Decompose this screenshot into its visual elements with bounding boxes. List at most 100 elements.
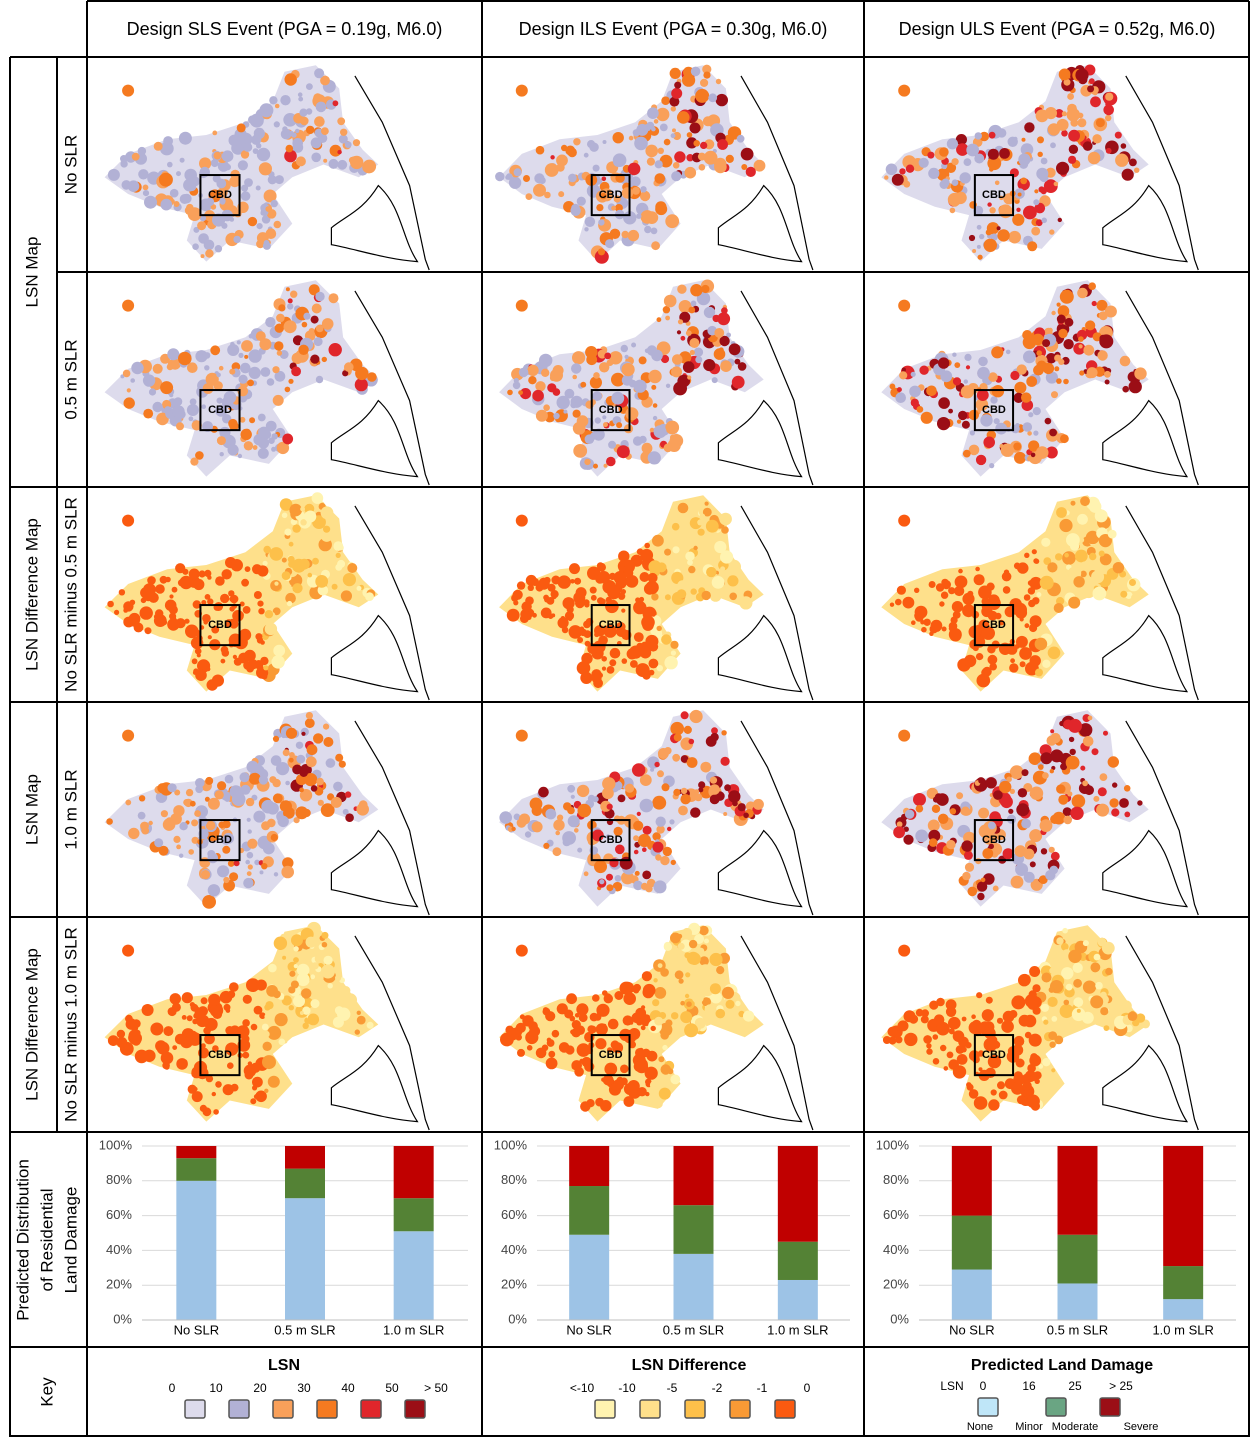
map-patch [1083,345,1094,356]
map-patch [260,870,264,874]
map-patch [276,314,285,323]
map-patch [1032,334,1044,346]
map-patch [637,127,644,134]
map-patch [276,638,284,646]
map-patch [316,376,323,383]
map-patch [586,1099,594,1107]
map-patch [312,962,319,969]
map-patch [272,366,279,373]
map-patch [608,1019,619,1030]
map-patch [651,241,660,250]
map-patch [513,590,523,600]
map-patch [527,365,538,376]
map-patch [197,221,206,230]
map-patch [337,1008,350,1021]
map-patch [969,235,975,241]
map-patch [1096,118,1105,127]
map-patch [1089,553,1096,560]
map-patch [989,132,996,139]
map-patch [961,840,972,851]
map-patch [604,1063,617,1076]
map-patch [155,584,165,594]
map-patch [213,1109,219,1115]
map-patch [244,178,253,187]
map-patch [273,793,283,803]
map-patch [1131,594,1138,601]
map-patch [705,502,709,506]
map-patch [1028,587,1035,594]
map-patch [677,111,690,124]
map-patch [716,79,721,84]
map-patch [553,847,562,856]
map-patch [233,236,240,243]
map-patch [995,423,1007,435]
map-patch [1090,96,1101,107]
map-patch [241,429,252,440]
map-patch [1088,152,1101,165]
map-patch [298,92,303,97]
map-patch [119,589,125,595]
map-patch [1028,1000,1038,1010]
bar-segment [176,1146,216,1158]
map-patch [623,992,636,1005]
map-patch [965,1042,971,1048]
y-tick-label: 0% [508,1311,527,1326]
map-patch [903,597,915,609]
map-patch [1106,148,1112,154]
map-patch [709,784,720,795]
coastline [741,291,813,485]
estuary [331,831,417,907]
map-patch [117,1037,127,1047]
map-patch [1024,1015,1037,1028]
map-patch [613,132,624,143]
map-patch [1077,514,1088,525]
map-patch [662,1045,667,1050]
map-patch [167,162,173,168]
key-tick-label: > 50 [424,1381,448,1395]
map-patch [495,172,504,181]
map-patch [143,409,153,419]
map-patch [553,388,561,396]
map-patch [1041,1004,1049,1012]
row-label: Predicted Distribution [13,1159,32,1321]
map-patch [1064,1000,1070,1006]
map-patch [344,993,357,1006]
map-patch [222,150,234,162]
y-tick-label: 20% [501,1277,527,1292]
map-patch [321,127,329,135]
map-patch [568,174,577,183]
map-patch [1033,431,1038,436]
map-patch [950,208,956,214]
map-patch [654,119,659,124]
map-patch [936,998,945,1007]
map-patch [1042,660,1050,668]
map-patch [667,827,671,831]
map-patch [598,636,608,646]
map-patch [167,348,179,360]
row-label: of Residential [37,1188,56,1291]
map-patch [666,384,670,388]
map-patch [1073,979,1082,988]
map-patch [263,561,268,566]
map-patch [648,451,661,464]
map-patch [265,1001,273,1009]
map-patch [289,542,294,547]
map-patch [1033,199,1039,205]
map-patch [1056,378,1062,384]
map-patch [1021,819,1031,829]
map-patch [577,1043,591,1057]
map-patch [1104,371,1111,378]
map-patch [895,392,906,403]
map-patch [205,777,213,785]
map-patch [693,140,700,147]
map-patch [315,575,328,588]
map-patch [593,165,600,172]
map-patch [329,159,339,169]
map-patch [687,375,691,379]
map-patch [234,860,240,866]
map-patch [561,616,566,621]
map-patch [986,229,992,235]
map-patch [997,226,1001,230]
map-patch [217,398,223,404]
map-patch [274,582,278,586]
